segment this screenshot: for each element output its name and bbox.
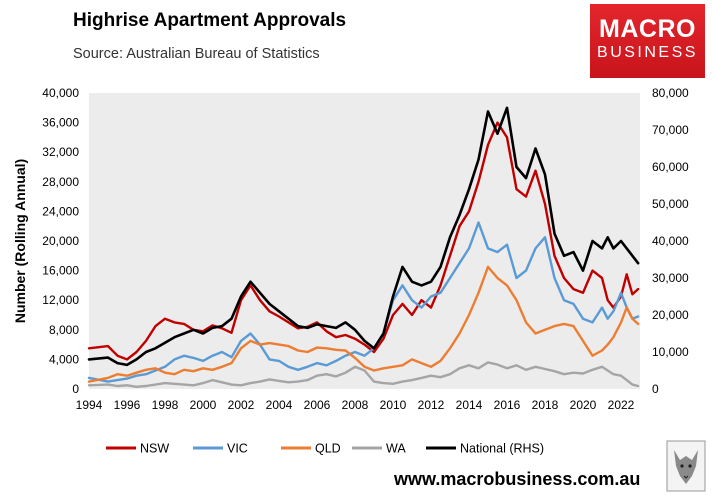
- y2-tick-label: 80,000: [652, 86, 689, 100]
- logo-line-1: MACRO: [599, 15, 696, 43]
- series-line-qld: [87, 265, 640, 383]
- y-tick-label: 0: [72, 382, 79, 396]
- logo-line-2: BUSINESS: [597, 44, 698, 61]
- x-tick-label: 2012: [418, 398, 445, 412]
- wolf-logo-icon: [666, 440, 706, 492]
- legend-label-wa: WA: [386, 442, 406, 456]
- x-tick-label: 2010: [380, 398, 407, 412]
- y2-tick-label: 0: [652, 382, 659, 396]
- y2-tick-label: 30,000: [652, 271, 689, 285]
- x-axis: 1994 1996 1998 2000 2002 2004 2006 2008 2010 2012…: [76, 398, 635, 412]
- y-tick-label: 12,000: [42, 293, 79, 307]
- series-line-national-rhs: [87, 106, 640, 367]
- series-group: [87, 106, 640, 388]
- y2-tick-label: 10,000: [652, 345, 689, 359]
- y2-tick-label: 50,000: [652, 197, 689, 211]
- macrobusiness-logo: MACRO BUSINESS: [590, 4, 705, 78]
- x-tick-label: 2022: [608, 398, 635, 412]
- x-tick-label: 2000: [190, 398, 217, 412]
- legend-label-national-rhs: National (RHS): [460, 442, 544, 456]
- x-tick-label: 2004: [266, 398, 293, 412]
- y-axis-label: Number (Rolling Annual): [12, 159, 28, 323]
- y-tick-label: 36,000: [42, 116, 79, 130]
- right-axis: 0 10,000 20,000 30,000 40,000 50,000 60,000 70,…: [652, 86, 689, 396]
- x-tick-label: 2016: [494, 398, 521, 412]
- legend-label-vic: VIC: [227, 442, 248, 456]
- x-tick-label: 2018: [532, 398, 559, 412]
- chart-title: Highrise Apartment Approvals: [73, 10, 347, 31]
- y2-tick-label: 60,000: [652, 160, 689, 174]
- y2-tick-label: 70,000: [652, 123, 689, 137]
- y-tick-label: 24,000: [42, 204, 79, 218]
- y-tick-label: 28,000: [42, 175, 79, 189]
- x-tick-label: 2006: [304, 398, 331, 412]
- legend-label-qld: QLD: [315, 442, 341, 456]
- x-tick-label: 2014: [456, 398, 483, 412]
- x-tick-label: 1994: [76, 398, 103, 412]
- legend: NSW VIC QLD WA National (RHS): [106, 442, 544, 456]
- x-tick-label: 1998: [152, 398, 179, 412]
- y-tick-label: 20,000: [42, 234, 79, 248]
- y-tick-label: 32,000: [42, 145, 79, 159]
- y-tick-label: 40,000: [42, 86, 79, 100]
- x-tick-label: 2002: [228, 398, 255, 412]
- x-tick-label: 2008: [342, 398, 369, 412]
- series-line-wa: [87, 361, 640, 388]
- x-tick-label: 1996: [114, 398, 141, 412]
- y2-tick-label: 40,000: [652, 234, 689, 248]
- footer-url[interactable]: www.macrobusiness.com.au: [394, 469, 641, 489]
- chart-source: Source: Australian Bureau of Statistics: [73, 46, 320, 62]
- y2-tick-label: 20,000: [652, 308, 689, 322]
- y-tick-label: 4,000: [49, 352, 79, 366]
- x-tick-label: 2020: [570, 398, 597, 412]
- y-tick-label: 16,000: [42, 264, 79, 278]
- series-line-nsw: [87, 121, 640, 361]
- legend-label-nsw: NSW: [140, 442, 169, 456]
- y-tick-label: 8,000: [49, 323, 79, 337]
- left-axis: 0 4,000 8,000 12,000 16,000 20,000 24,000 28,00…: [42, 86, 79, 396]
